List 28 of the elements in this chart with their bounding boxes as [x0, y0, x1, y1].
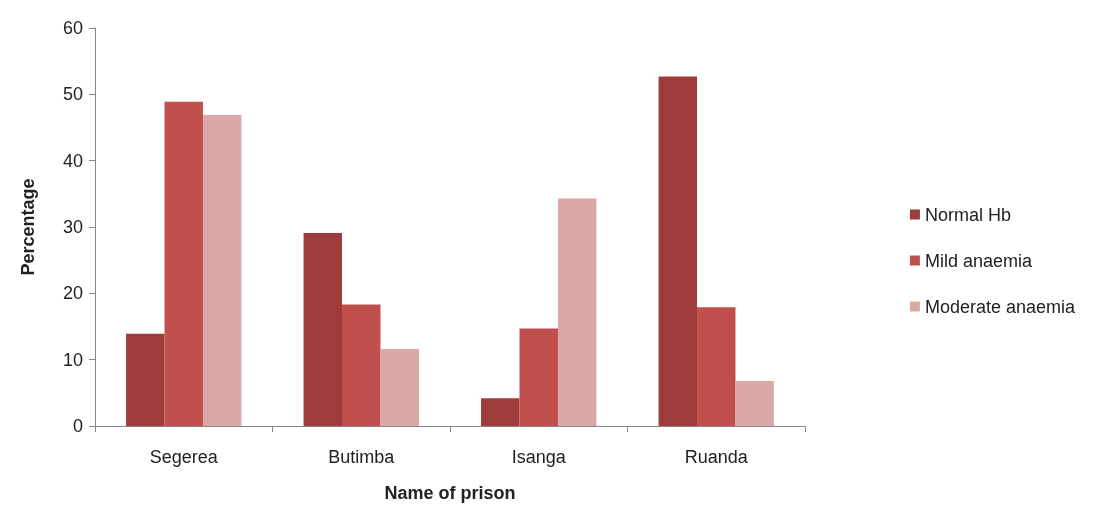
bar — [697, 307, 736, 426]
x-tick-label: Butimba — [328, 447, 396, 467]
y-tick-label: 30 — [62, 217, 83, 237]
bar — [735, 380, 774, 426]
x-tick-label: Ruanda — [684, 447, 749, 467]
y-axis-title: Percentage — [18, 178, 38, 276]
bar — [342, 304, 381, 426]
legend-label: Mild anaemia — [924, 250, 1033, 271]
x-tick-label: Isanga — [511, 447, 567, 467]
legend-label: Normal Hb — [924, 204, 1011, 225]
bar — [202, 114, 242, 426]
y-tick-label: 50 — [62, 84, 83, 105]
y-tick-label: 20 — [62, 283, 83, 304]
bar — [164, 101, 203, 426]
legend-label: Moderate anaemia — [924, 296, 1076, 317]
bar — [658, 76, 698, 426]
y-tick-label: 0 — [72, 416, 83, 436]
bar — [557, 198, 597, 426]
bar — [126, 333, 165, 426]
y-tick-label: 10 — [62, 349, 83, 370]
bar — [481, 398, 520, 426]
y-tick-label: 40 — [62, 150, 83, 171]
bar — [380, 349, 419, 426]
x-axis-title: Name of prison — [384, 483, 516, 503]
bar — [303, 232, 343, 426]
bar — [519, 328, 558, 426]
x-tick-label: Segerea — [149, 447, 219, 467]
y-tick-label: 60 — [62, 18, 83, 38]
